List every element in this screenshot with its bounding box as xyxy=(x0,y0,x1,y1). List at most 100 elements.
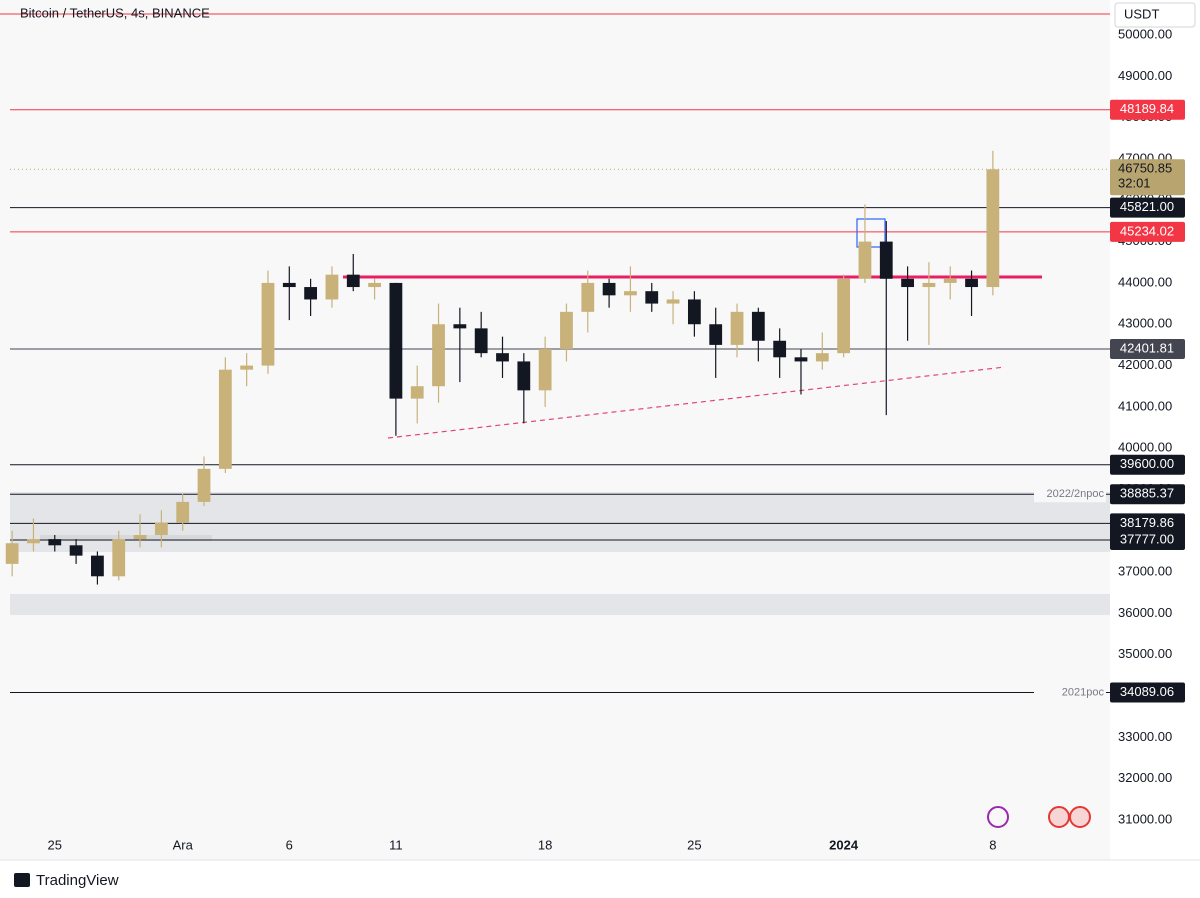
y-tick-label: 35000.00 xyxy=(1118,646,1172,661)
level-label: 38885.37 xyxy=(1120,486,1174,501)
candle-body xyxy=(218,369,232,469)
candle-body xyxy=(496,353,509,362)
event-icon[interactable] xyxy=(1069,806,1091,828)
candle-body xyxy=(133,534,147,540)
x-tick-label: Ara xyxy=(173,837,194,852)
y-tick-label: 33000.00 xyxy=(1118,729,1172,744)
y-tick-label: 36000.00 xyxy=(1118,605,1172,620)
candle-body xyxy=(687,299,701,325)
candle-body xyxy=(730,311,744,345)
candle-body xyxy=(453,324,467,329)
candle-body xyxy=(794,357,808,362)
currency-label[interactable]: USDT xyxy=(1124,6,1159,21)
y-tick-label: 41000.00 xyxy=(1118,398,1172,413)
level-label-box xyxy=(1110,530,1185,551)
level-label-box xyxy=(1110,484,1185,505)
level-note-box xyxy=(1034,486,1106,503)
level-label: 48189.84 xyxy=(1120,101,1174,116)
candle-body xyxy=(837,278,851,354)
candle-body xyxy=(986,169,1000,288)
candle-body xyxy=(325,274,339,300)
x-tick-label: 11 xyxy=(389,837,403,852)
y-tick-label: 40000.00 xyxy=(1118,440,1172,455)
level-note-box xyxy=(1034,684,1106,701)
level-label-box xyxy=(1110,513,1185,534)
x-tick-label: 18 xyxy=(538,837,552,852)
level-note: 2021poc xyxy=(1062,686,1105,698)
footer: TradingView xyxy=(36,872,119,889)
y-tick-label: 43000.00 xyxy=(1118,316,1172,331)
zone xyxy=(40,535,212,541)
candle-body xyxy=(197,468,211,502)
candle-body xyxy=(709,324,723,345)
level-label-box xyxy=(1110,197,1185,218)
candle-body xyxy=(5,543,19,564)
candle-body xyxy=(389,282,403,399)
candle-body xyxy=(282,282,296,288)
candle-body xyxy=(666,299,680,304)
y-tick-label: 49000.00 xyxy=(1118,68,1172,83)
candle-body xyxy=(922,282,936,288)
candle-body xyxy=(176,501,190,523)
level-label-box xyxy=(1110,454,1185,475)
candle-body xyxy=(879,241,893,279)
candle-body xyxy=(645,291,659,304)
candle-body xyxy=(581,282,595,312)
level-label-box xyxy=(1110,99,1185,120)
candle-body xyxy=(346,274,360,288)
y-tick-label: 50000.00 xyxy=(1118,26,1172,41)
candle-body xyxy=(815,353,829,362)
x-tick-label: 6 xyxy=(286,837,293,852)
zone xyxy=(10,492,1110,552)
candle-body xyxy=(943,278,957,283)
x-tick-label: 25 xyxy=(687,837,701,852)
y-tick-label: 37000.00 xyxy=(1118,564,1172,579)
candle-body xyxy=(432,324,445,387)
candle-body xyxy=(751,311,765,341)
level-label-box xyxy=(1110,682,1185,703)
candle-body xyxy=(410,386,424,399)
candle-body xyxy=(560,311,573,350)
candle-body xyxy=(474,328,488,354)
candle-body xyxy=(112,539,126,577)
level-label: 42401.81 xyxy=(1120,340,1174,355)
candle-body xyxy=(69,545,83,556)
candle-body xyxy=(602,282,616,296)
level-label: 45821.00 xyxy=(1120,199,1174,214)
event-icon[interactable] xyxy=(1048,806,1070,828)
level-label: 38179.86 xyxy=(1120,515,1174,530)
zone xyxy=(10,594,1110,615)
event-icon[interactable] xyxy=(987,806,1009,828)
candle-body xyxy=(240,365,254,370)
candle-body xyxy=(368,282,381,288)
level-label-box xyxy=(1110,338,1185,359)
logo xyxy=(14,873,30,887)
y-tick-label: 32000.00 xyxy=(1118,770,1172,785)
candle-body xyxy=(624,291,637,296)
candle-body xyxy=(517,361,531,391)
candle-body xyxy=(27,539,40,544)
candle-body xyxy=(154,522,168,535)
chart-title: Bitcoin / TetherUS, 4s, BINANCE xyxy=(20,5,210,20)
x-tick-label: 2024 xyxy=(829,837,859,852)
candle-body xyxy=(773,340,787,358)
candle-body xyxy=(965,278,978,288)
level-label: 37777.00 xyxy=(1120,531,1174,546)
x-tick-label: 8 xyxy=(989,837,996,852)
y-tick-label: 31000.00 xyxy=(1118,812,1172,827)
candle-body xyxy=(304,287,318,300)
last-price-box xyxy=(1110,159,1185,196)
level-label: 34089.06 xyxy=(1120,684,1174,699)
level-label: 45234.02 xyxy=(1120,223,1174,238)
level-note: 2022/2npoc xyxy=(1047,488,1105,500)
currency-button[interactable] xyxy=(1114,2,1196,28)
candle-body xyxy=(538,349,552,391)
y-tick-label: 44000.00 xyxy=(1118,274,1172,289)
level-label: 39600.00 xyxy=(1120,456,1174,471)
last-price-countdown: 32:01 xyxy=(1118,176,1151,191)
candle-body xyxy=(901,278,914,288)
x-tick-label: 25 xyxy=(48,837,62,852)
y-tick-label: 42000.00 xyxy=(1118,357,1172,372)
